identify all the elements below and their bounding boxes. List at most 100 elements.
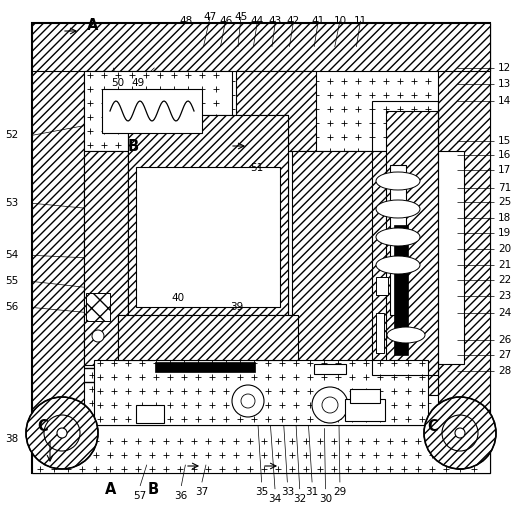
Circle shape xyxy=(455,428,465,438)
Text: 53: 53 xyxy=(5,198,18,208)
Text: 48: 48 xyxy=(180,16,193,26)
Text: 12: 12 xyxy=(498,63,511,73)
Bar xyxy=(128,115,288,315)
Circle shape xyxy=(312,387,348,423)
Text: A: A xyxy=(105,482,116,497)
Bar xyxy=(118,315,298,360)
Text: 37: 37 xyxy=(195,487,209,498)
Bar xyxy=(314,364,346,374)
Text: 41: 41 xyxy=(312,16,325,26)
Ellipse shape xyxy=(387,327,425,343)
Bar xyxy=(118,315,298,360)
Bar xyxy=(32,425,490,473)
Ellipse shape xyxy=(376,200,420,218)
Text: B: B xyxy=(127,140,139,154)
Text: 71: 71 xyxy=(498,182,511,193)
Bar xyxy=(84,71,232,151)
Bar xyxy=(394,225,408,355)
Ellipse shape xyxy=(376,172,420,190)
Text: 13: 13 xyxy=(498,79,511,90)
Circle shape xyxy=(241,394,255,408)
Bar xyxy=(390,165,406,315)
Text: 45: 45 xyxy=(234,11,248,22)
Text: 22: 22 xyxy=(498,275,511,286)
Text: 34: 34 xyxy=(268,494,282,504)
Text: 30: 30 xyxy=(319,494,332,504)
Text: B: B xyxy=(148,482,159,497)
Text: 16: 16 xyxy=(498,150,511,160)
Bar xyxy=(32,23,490,71)
Text: 42: 42 xyxy=(287,16,300,26)
Ellipse shape xyxy=(376,228,420,246)
Bar xyxy=(372,101,438,375)
Text: 21: 21 xyxy=(498,259,511,270)
Text: 23: 23 xyxy=(498,291,511,301)
Bar xyxy=(376,277,388,295)
Circle shape xyxy=(322,397,338,413)
Bar xyxy=(84,151,128,365)
Text: 11: 11 xyxy=(354,16,367,26)
Text: 19: 19 xyxy=(498,228,511,239)
Text: 31: 31 xyxy=(305,487,319,498)
Bar xyxy=(124,151,464,364)
Text: 44: 44 xyxy=(251,16,264,26)
Text: 24: 24 xyxy=(498,307,511,318)
Bar xyxy=(94,360,428,425)
Bar xyxy=(32,23,84,473)
Text: 54: 54 xyxy=(5,250,18,260)
Bar xyxy=(128,115,288,315)
Text: C: C xyxy=(427,419,438,433)
Bar xyxy=(102,89,202,133)
Bar xyxy=(386,111,438,395)
Circle shape xyxy=(26,397,98,469)
Text: 18: 18 xyxy=(498,213,511,223)
Text: 10: 10 xyxy=(333,16,347,26)
Text: 50: 50 xyxy=(111,78,124,89)
Bar xyxy=(292,151,392,375)
Bar xyxy=(136,167,280,307)
Text: 25: 25 xyxy=(498,197,511,207)
Bar xyxy=(350,389,380,403)
Circle shape xyxy=(232,385,264,417)
Text: C: C xyxy=(37,419,47,433)
Text: 14: 14 xyxy=(498,96,511,106)
Bar xyxy=(345,399,385,421)
Text: 56: 56 xyxy=(5,302,18,313)
Text: 33: 33 xyxy=(281,487,294,498)
Text: 38: 38 xyxy=(5,433,18,444)
Text: 32: 32 xyxy=(293,494,306,504)
Text: 15: 15 xyxy=(498,135,511,146)
Text: 55: 55 xyxy=(5,276,18,287)
Text: 27: 27 xyxy=(498,350,511,361)
Text: 46: 46 xyxy=(219,16,232,26)
Circle shape xyxy=(92,330,104,342)
Text: 39: 39 xyxy=(230,302,244,313)
Text: 51: 51 xyxy=(250,163,263,173)
Text: 57: 57 xyxy=(133,491,147,501)
Bar xyxy=(32,23,490,473)
Text: 17: 17 xyxy=(498,165,511,175)
Ellipse shape xyxy=(376,256,420,274)
Text: 26: 26 xyxy=(498,334,511,345)
Bar xyxy=(236,71,316,151)
Bar xyxy=(136,167,280,307)
Text: 47: 47 xyxy=(203,11,217,22)
Bar xyxy=(438,23,490,473)
Circle shape xyxy=(424,397,496,469)
Text: 49: 49 xyxy=(131,78,145,89)
Bar xyxy=(155,362,255,372)
Text: 40: 40 xyxy=(171,293,184,303)
Text: 36: 36 xyxy=(175,491,188,501)
Circle shape xyxy=(57,428,67,438)
Bar xyxy=(86,293,110,321)
Text: 35: 35 xyxy=(255,487,268,498)
Text: 43: 43 xyxy=(269,16,282,26)
Bar xyxy=(376,313,384,353)
Text: 52: 52 xyxy=(5,130,18,141)
Bar xyxy=(84,71,438,425)
Bar xyxy=(136,405,164,423)
Text: A: A xyxy=(87,18,98,32)
Text: 20: 20 xyxy=(498,244,511,254)
Text: 28: 28 xyxy=(498,366,511,376)
Text: 29: 29 xyxy=(333,487,347,498)
